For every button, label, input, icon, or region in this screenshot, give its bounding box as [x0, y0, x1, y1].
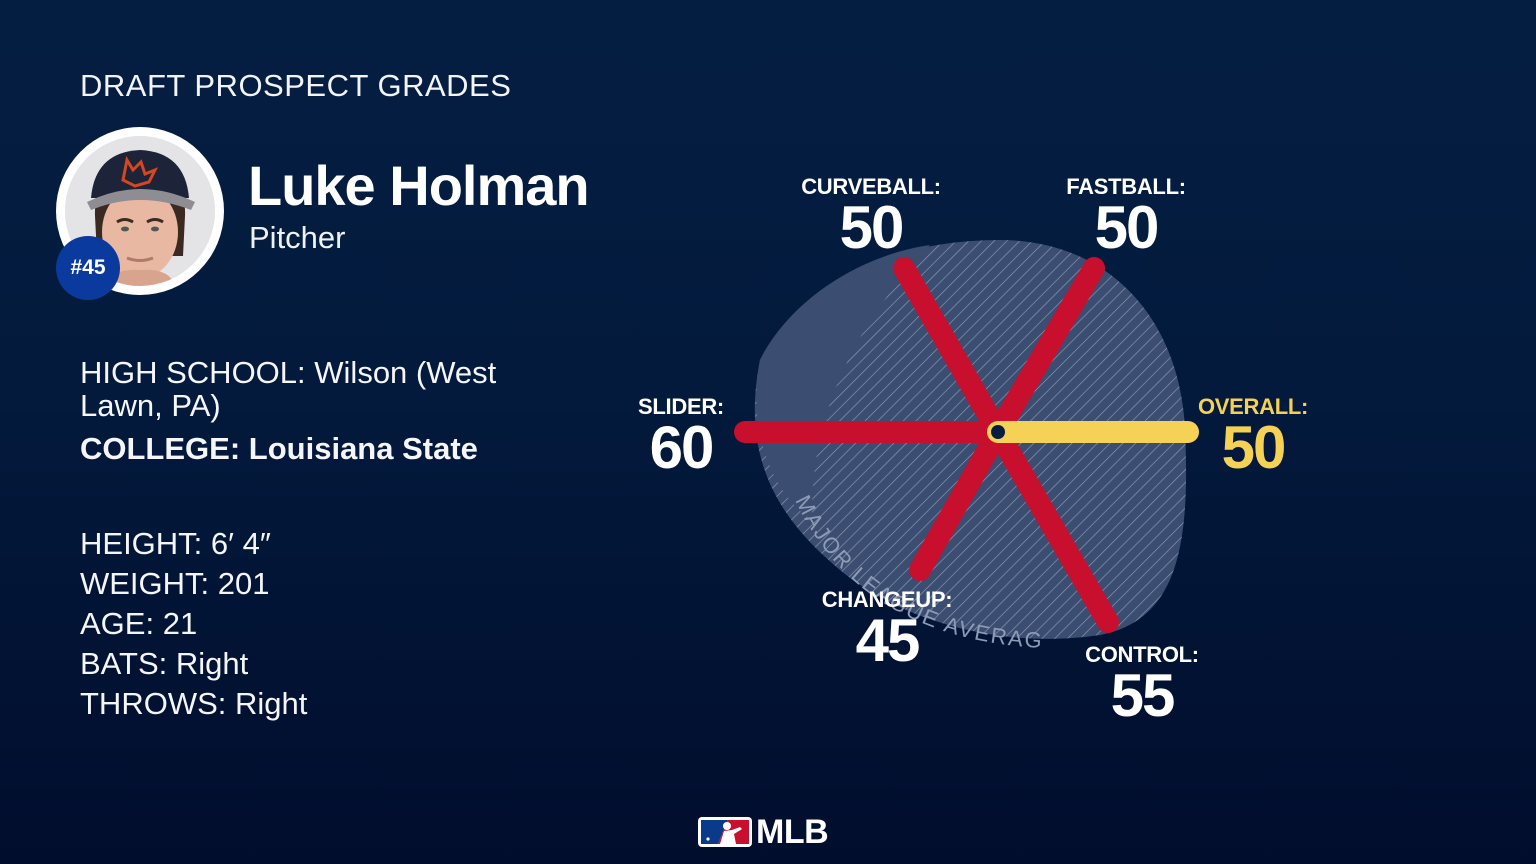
- center-dot: [991, 425, 1005, 439]
- stat-label: AGE:: [80, 606, 155, 641]
- mlb-logo-text: MLB: [756, 813, 829, 851]
- player-stats: HEIGHT: 6′ 4″ WEIGHT: 201 AGE: 21 BATS: …: [80, 524, 307, 724]
- stat-value: 6′ 4″: [210, 526, 271, 561]
- grade-value: 45: [855, 607, 921, 674]
- grade-slider: SLIDER: 60: [626, 396, 736, 478]
- jersey-number-badge: #45: [56, 236, 120, 300]
- stat-label: HEIGHT:: [80, 526, 203, 561]
- stat-value: 201: [217, 566, 270, 601]
- grade-label: CHANGEUP:: [821, 587, 953, 612]
- school-info: HIGH SCHOOL: Wilson (West Lawn, PA) COLL…: [80, 356, 550, 465]
- grade-label: CONTROL:: [1085, 642, 1199, 667]
- page-kicker-title: DRAFT PROSPECT GRADES: [80, 68, 512, 103]
- college-label: COLLEGE:: [80, 431, 241, 466]
- grade-spokes: [734, 257, 1119, 633]
- grade-fastball: FASTBALL: 50: [1056, 176, 1196, 258]
- grade-value: 50: [1221, 414, 1287, 481]
- spoke-curveball: [893, 257, 1009, 443]
- stat-value: Right: [175, 646, 249, 681]
- player-position: Pitcher: [249, 220, 346, 255]
- grade-label: OVERALL:: [1197, 394, 1309, 419]
- high-school-label: HIGH SCHOOL:: [80, 355, 306, 390]
- high-school-value: Wilson (West Lawn, PA): [80, 355, 497, 423]
- spoke-control: [987, 421, 1119, 633]
- grade-value: 50: [839, 194, 905, 261]
- stat-label: BATS:: [80, 646, 168, 681]
- stat-throws: THROWS: Right: [80, 684, 307, 724]
- stat-weight: WEIGHT: 201: [80, 564, 307, 604]
- high-school-row: HIGH SCHOOL: Wilson (West Lawn, PA): [80, 356, 550, 422]
- spoke-changeup: [909, 421, 1009, 581]
- mlb-batter-logo-icon: [698, 817, 752, 847]
- stat-bats: BATS: Right: [80, 644, 307, 684]
- player-avatar: [56, 127, 224, 295]
- stat-age: AGE: 21: [80, 604, 307, 644]
- stat-value: 21: [162, 606, 198, 641]
- grade-label: SLIDER:: [638, 394, 724, 419]
- stat-value: Right: [235, 686, 308, 721]
- mlb-logo: MLB: [698, 813, 829, 851]
- stat-height: HEIGHT: 6′ 4″: [80, 524, 307, 564]
- spoke-fastball: [987, 257, 1105, 443]
- grade-value: 50: [1094, 194, 1160, 261]
- grade-curveball: CURVEBALL: 50: [792, 176, 950, 258]
- stat-label: THROWS:: [80, 686, 227, 721]
- player-name: Luke Holman: [248, 154, 590, 217]
- grade-control: CONTROL: 55: [1072, 644, 1212, 726]
- grade-value: 55: [1110, 662, 1176, 729]
- stat-label: WEIGHT:: [80, 566, 210, 601]
- grade-label: FASTBALL:: [1066, 174, 1186, 199]
- grade-overall: OVERALL: 50: [1190, 396, 1316, 478]
- college-value: Louisiana State: [248, 431, 478, 466]
- grade-value: 60: [649, 414, 715, 481]
- grade-label: CURVEBALL:: [801, 174, 941, 199]
- college-row: COLLEGE: Louisiana State: [80, 432, 550, 465]
- grade-changeup: CHANGEUP: 45: [808, 589, 966, 671]
